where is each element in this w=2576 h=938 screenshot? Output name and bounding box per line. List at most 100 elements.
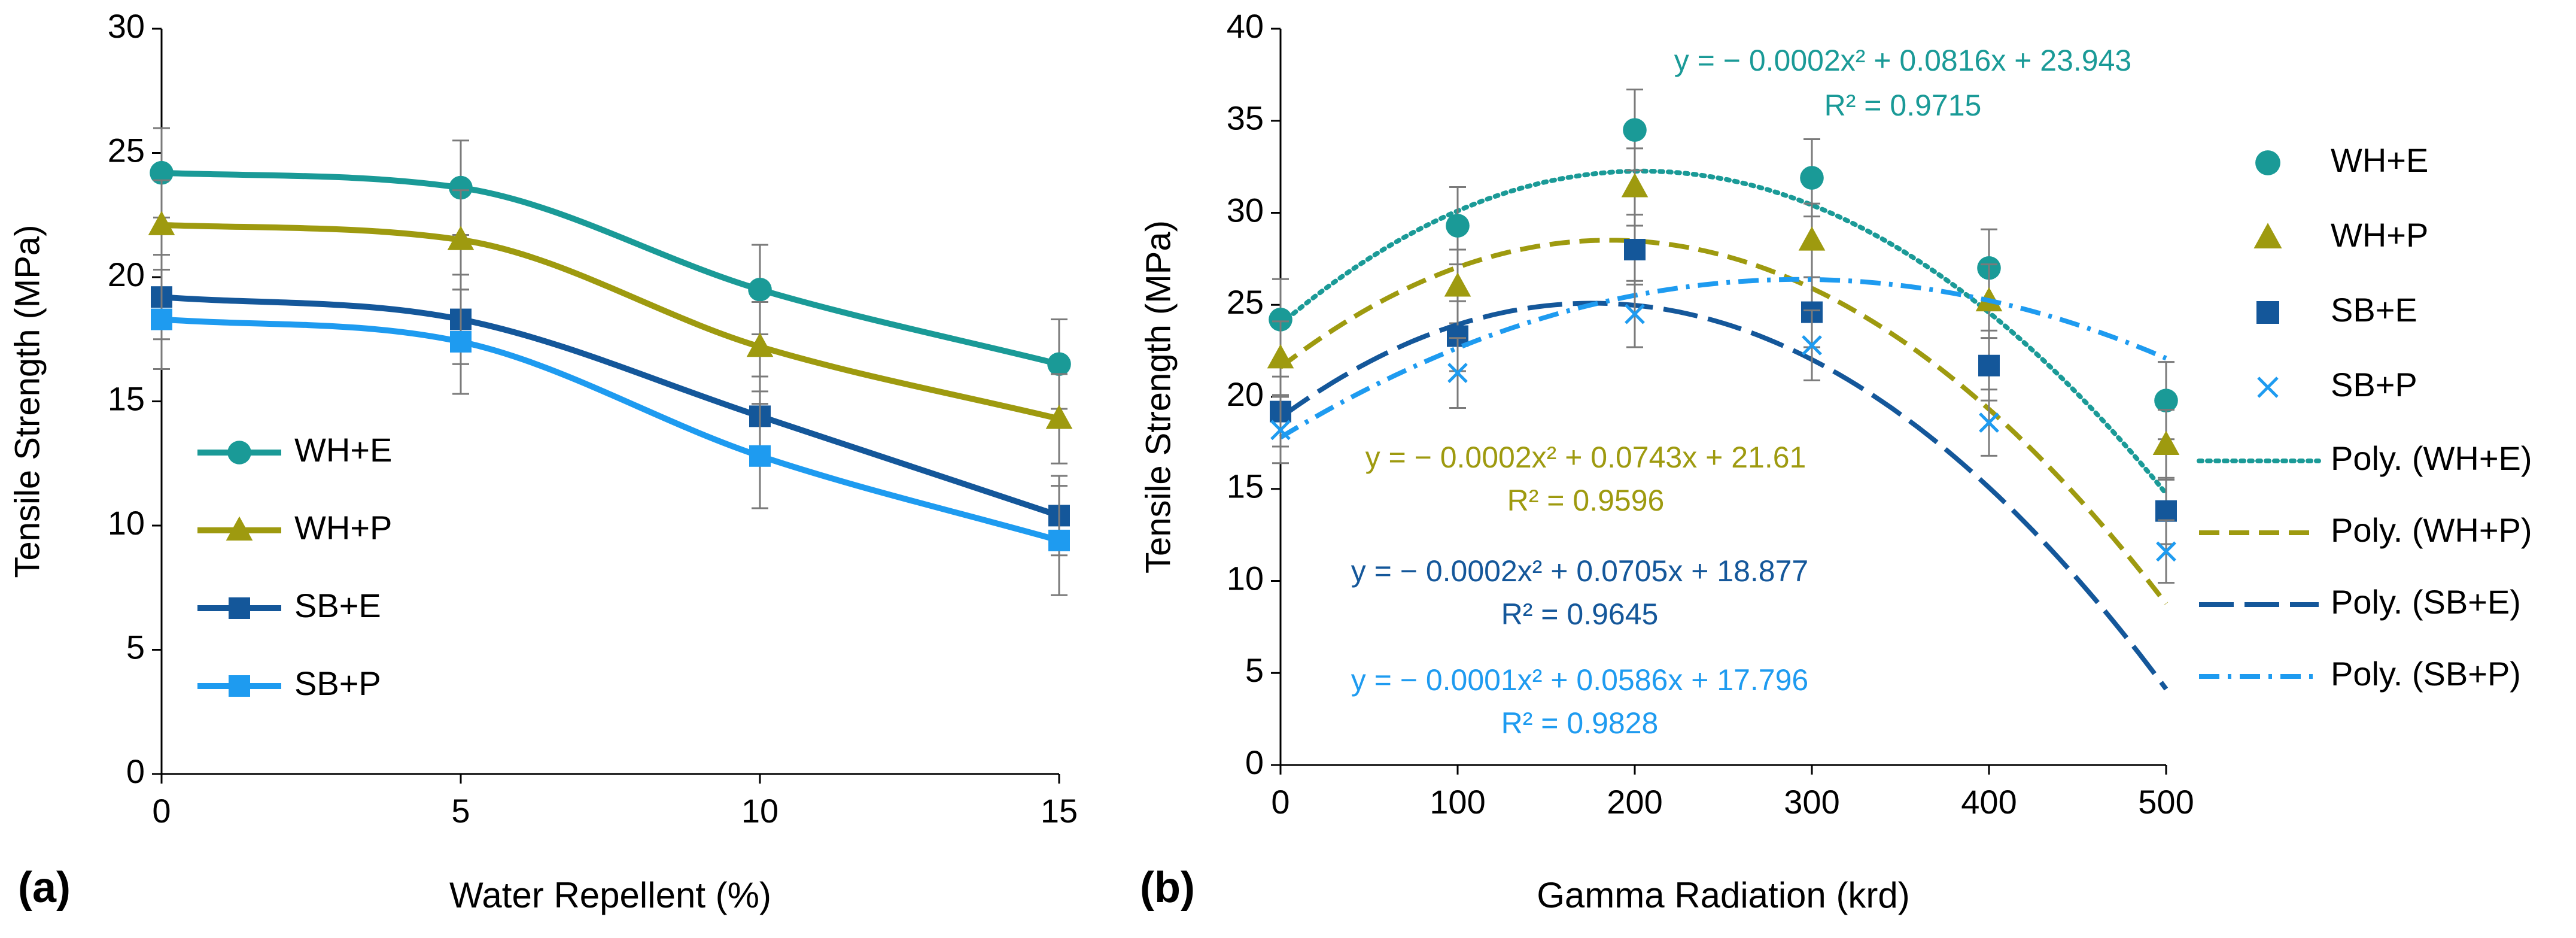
panel-a-data-point <box>449 175 473 200</box>
panel-b-series-wh-e <box>1269 88 2178 496</box>
panel-b-x-tick-label: 400 <box>1961 783 2017 821</box>
panel-b-y-axis-title: Tensile Strength (MPa) <box>1139 220 1178 573</box>
panel-b-x-tick-label: 300 <box>1784 783 1839 821</box>
panel-a-label: (a) <box>18 864 71 912</box>
panel-b-data-point <box>2155 500 2177 522</box>
panel-b-y-tick-label: 20 <box>1227 375 1264 413</box>
panel-a-series-line <box>161 294 1060 519</box>
panel-b-x-tick-label: 0 <box>1271 783 1289 821</box>
panel-b-legend: WH+E WH+P SB+E SB+P Poly. (WH+E) Poly. (WH+P)… <box>2197 141 2532 693</box>
panel-b-trend-r2: R² = 0.9828 <box>1501 706 1659 740</box>
panel-a-legend-marker <box>227 441 251 465</box>
panel-b-trend-line <box>1279 277 2167 440</box>
panel-b-data-point <box>2156 541 2176 562</box>
panel-b-trend-line <box>1279 238 2169 606</box>
panel-b-legend-label: WH+P <box>2331 216 2428 254</box>
panel-b-trend-line <box>1278 168 2169 496</box>
panel-b-data-point <box>1798 226 1826 251</box>
panel-a-y-tick-label: 10 <box>108 504 145 542</box>
panel-b-data-point-stroke-2 <box>1802 335 1822 356</box>
panel-b-data-point <box>1978 354 2000 377</box>
panel-b-trend-r2: R² = 0.9596 <box>1507 484 1665 517</box>
panel-a-data-point <box>151 308 172 330</box>
panel-a-data-point <box>150 160 174 185</box>
panel-b-data-point <box>1979 412 1999 433</box>
panel-a-chart: 0 5 10 15 20 25 30 0 5 10 15 Tensile Strength (MPa)… <box>8 7 1078 915</box>
panel-a-x-axis-title: Water Repellent (%) <box>449 875 771 915</box>
panel-b-data-point <box>1447 363 1468 383</box>
panel-a-legend-label: WH+E <box>294 431 392 469</box>
panel-b-data-point <box>1623 118 1647 142</box>
panel-a-series-wh-p <box>148 179 1073 465</box>
panel-b-data-point <box>1624 239 1646 260</box>
panel-a-data-point <box>450 330 472 353</box>
panel-a-data-point <box>1048 529 1070 551</box>
panel-b-data-point <box>1270 420 1291 441</box>
panel-a-series-line <box>161 169 1060 368</box>
panel-a-y-axis-title: Tensile Strength (MPa) <box>8 225 47 578</box>
panel-a-series-wh-e <box>150 127 1071 410</box>
panel-b-legend-trend-label: Poly. (WH+E) <box>2331 439 2532 477</box>
panel-b-data-point <box>1444 272 1471 297</box>
panel-a-x-tick-label: 0 <box>152 792 171 830</box>
panel-b-legend-label: WH+E <box>2331 141 2428 179</box>
panel-b-data-point <box>2152 430 2180 455</box>
panel-b-data-point <box>1802 335 1822 356</box>
panel-b-legend-marker-stroke-2 <box>2257 377 2279 398</box>
panel-a-series-line <box>161 316 1060 544</box>
panel-b-y-tick-label: 40 <box>1227 7 1264 45</box>
panel-a-data-point <box>748 277 772 302</box>
panel-b-legend-marker <box>2256 301 2279 324</box>
panel-b-legend-marker <box>2253 223 2282 248</box>
panel-b-y-tick-label: 30 <box>1227 191 1264 229</box>
panel-a-data-point <box>148 211 175 235</box>
panel-a-legend-marker <box>229 597 250 619</box>
panel-b-data-point-stroke-2 <box>1625 303 1645 324</box>
panel-a-y-tick-label: 20 <box>108 256 145 293</box>
panel-b-x-axis-title: Gamma Radiation (krd) <box>1537 875 1910 915</box>
panel-b-data-point-stroke-2 <box>2156 541 2176 562</box>
panel-b-data-point <box>1800 166 1824 190</box>
panel-b-y-tick-label: 25 <box>1227 283 1264 321</box>
panel-a-legend-label: SB+P <box>294 664 381 702</box>
panel-a-legend-marker <box>229 675 250 697</box>
panel-b-data-point-stroke-2 <box>1447 363 1468 383</box>
panel-a-series-sb-e <box>151 254 1070 557</box>
panel-a-legend-label: SB+E <box>294 587 381 624</box>
panel-a-x-tick-label: 10 <box>741 792 778 830</box>
panel-b-legend-marker <box>2255 150 2280 175</box>
panel-b-legend-label: SB+E <box>2331 291 2417 329</box>
panel-b-legend-label: SB+P <box>2331 366 2417 403</box>
panel-b-label: (b) <box>1140 864 1195 912</box>
panel-a-y-tick-label: 0 <box>126 752 145 790</box>
panel-b-series-wh-p <box>1267 147 2180 606</box>
panel-a-series-line <box>161 221 1060 422</box>
panel-b-trend-equation: y = − 0.0002x² + 0.0816x + 23.943 <box>1674 44 2131 77</box>
panel-a-legend-label: WH+P <box>294 509 392 547</box>
panel-b-data-point <box>2154 388 2178 412</box>
panel-b-data-point <box>1446 214 1470 238</box>
panel-a-y-tick-label: 5 <box>126 628 145 666</box>
panel-b-legend-trend-label: Poly. (SB+P) <box>2331 655 2521 693</box>
panel-b-trend-equation: y = − 0.0001x² + 0.0586x + 17.796 <box>1351 663 1808 697</box>
panel-a-x-tick-label: 5 <box>451 792 470 830</box>
panel-a-y-tick-label: 30 <box>108 7 145 45</box>
panel-b-series-sb-p <box>1270 277 2176 584</box>
panel-a-y-tick-label: 25 <box>108 131 145 169</box>
panel-a-data-point <box>447 226 475 250</box>
panel-b-data-point-stroke-2 <box>1270 420 1291 441</box>
panel-b-y-tick-label: 15 <box>1227 468 1264 505</box>
panel-a-y-tick-label: 15 <box>108 380 145 417</box>
panel-b-data-point-stroke-2 <box>1979 412 1999 433</box>
panel-b-x-tick-label: 200 <box>1607 783 1662 821</box>
panel-b-data-point <box>1269 308 1292 332</box>
panel-b-legend-trend-label: Poly. (WH+P) <box>2331 511 2532 549</box>
panel-b-legend-marker <box>2257 377 2279 398</box>
panel-a-series-sb-p <box>151 269 1070 596</box>
panel-b-x-tick-label: 500 <box>2138 783 2194 821</box>
panel-a-data-point <box>749 445 771 467</box>
panel-a-data-point <box>1047 352 1071 377</box>
